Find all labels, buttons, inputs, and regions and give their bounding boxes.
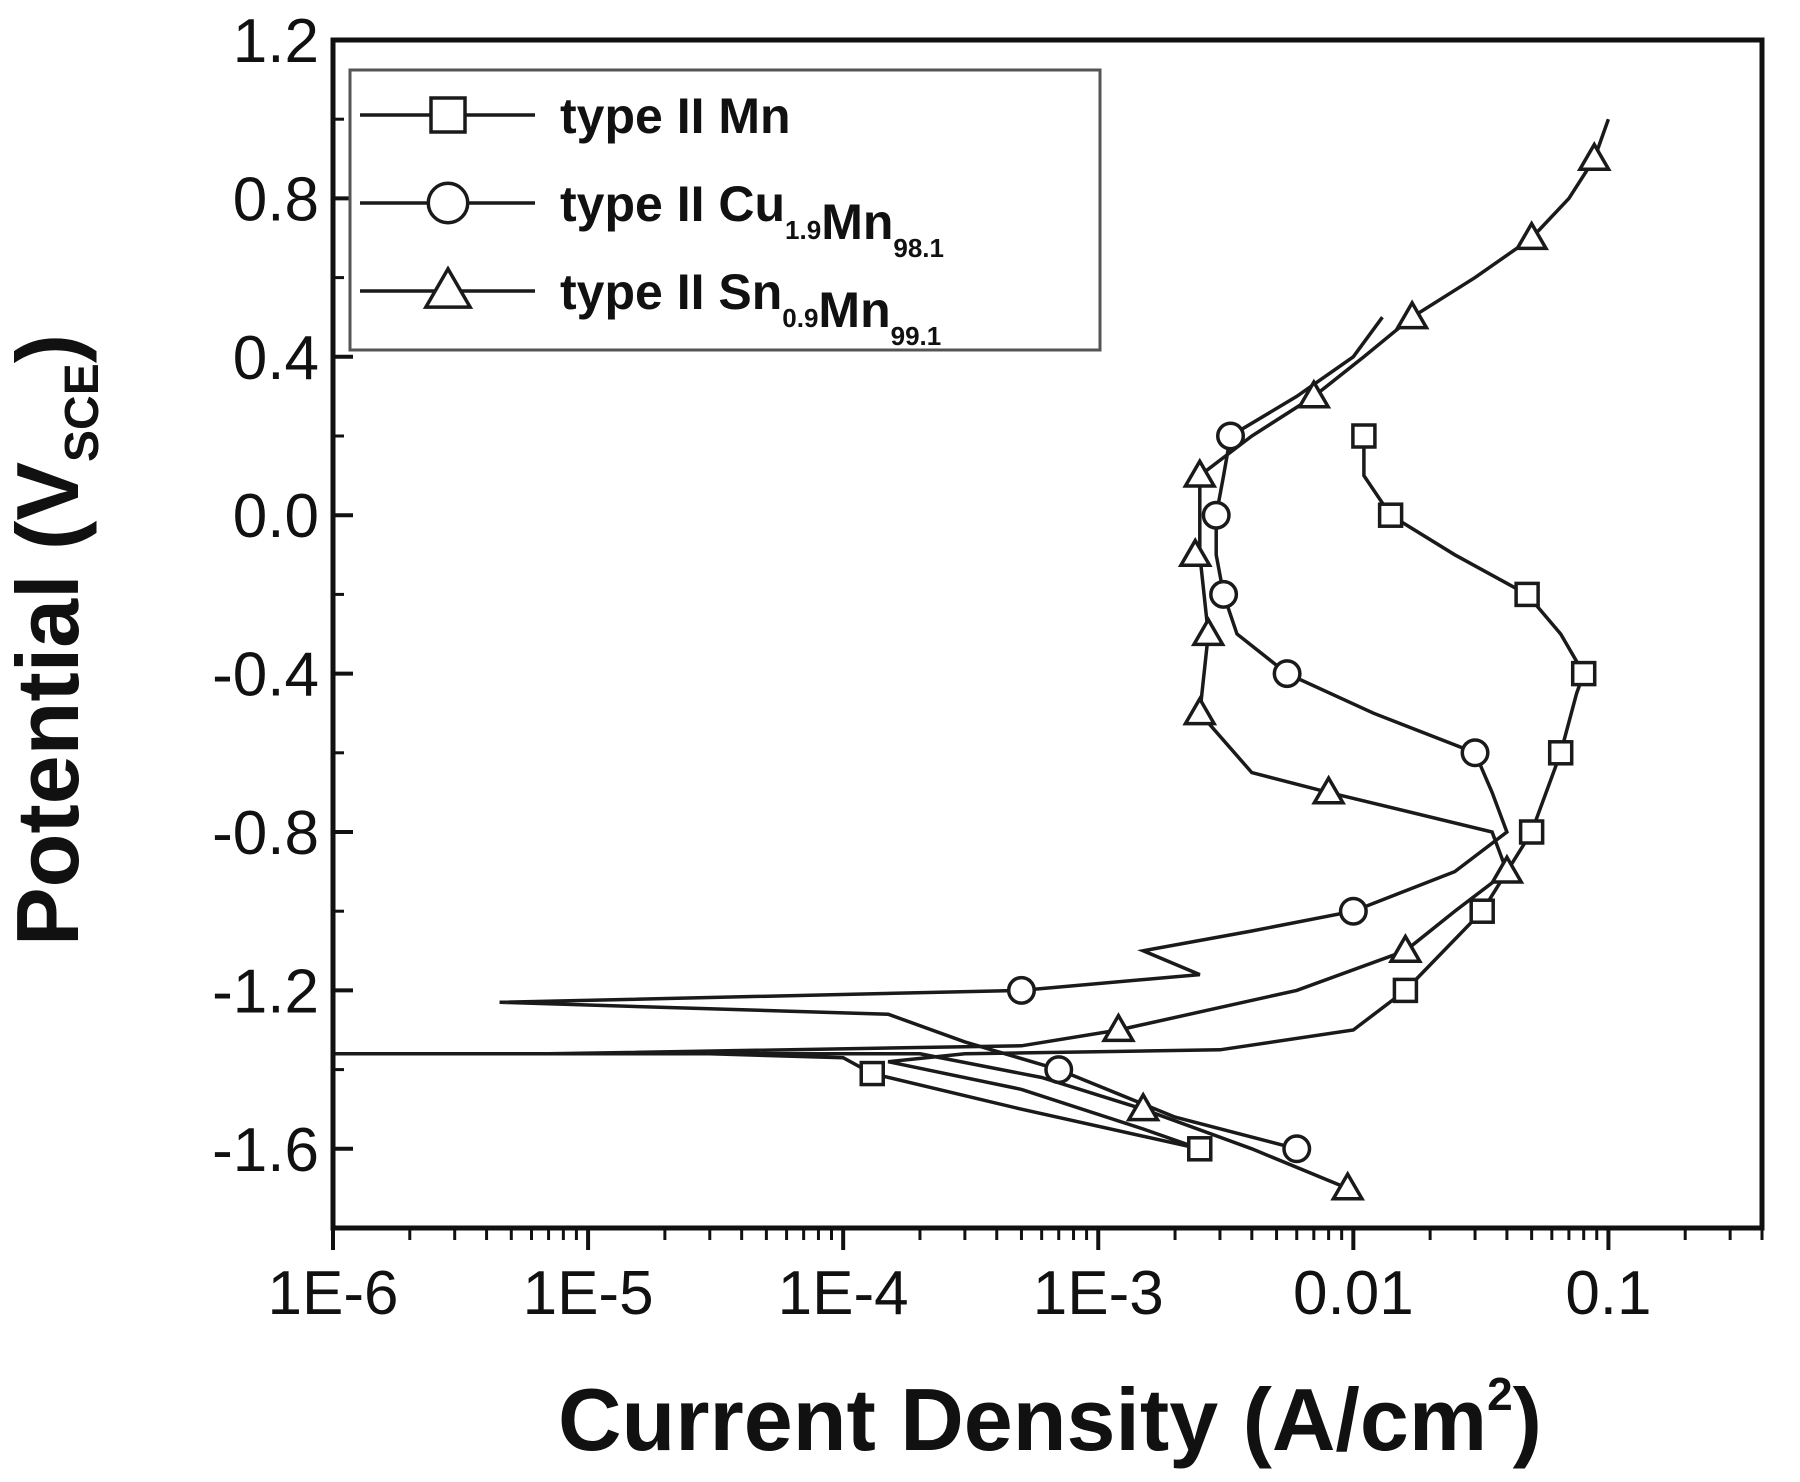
legend-label: type II Cu1.9Mn98.1 xyxy=(560,176,944,263)
y-tick-label: -0.8 xyxy=(212,799,319,868)
series-line-2 xyxy=(499,316,1509,1151)
axes: 1.2 0.8 0.4 0.0 -0.4 -0.8 -1.2 -1.6 1E-6 1E-5 1E-4… xyxy=(0,7,1765,1469)
data-point-s3-2 xyxy=(1514,220,1549,251)
x-tick-label: 0.01 xyxy=(1293,1259,1414,1328)
x-tick-label: 1E-4 xyxy=(778,1259,909,1328)
data-point-s1-1 xyxy=(1351,423,1377,449)
y-tick-label: -1.6 xyxy=(212,1116,319,1185)
x-tick-label: 0.1 xyxy=(1565,1259,1651,1328)
y-tick-label: -1.2 xyxy=(212,957,319,1026)
y-tick-label: 0.0 xyxy=(233,482,319,551)
data-point-s2-6 xyxy=(1338,896,1368,926)
legend-label: type II Mn xyxy=(560,88,791,144)
data-point-s2-1 xyxy=(1216,421,1246,451)
x-tick-label: 1E-5 xyxy=(523,1259,654,1328)
data-point-s2-2 xyxy=(1201,500,1231,530)
x-tick-label: 1E-6 xyxy=(268,1259,399,1328)
legend-marker-square xyxy=(429,96,467,134)
y-tick-label: 0.8 xyxy=(233,165,319,234)
data-point-s2-9 xyxy=(1282,1134,1312,1164)
data-point-s1-10 xyxy=(1187,1136,1213,1162)
data-point-s3-6 xyxy=(1177,536,1213,567)
data-point-s3-12 xyxy=(1101,1012,1136,1043)
data-point-s3-7 xyxy=(1190,616,1226,647)
data-point-s3-5 xyxy=(1182,457,1218,488)
data-point-s1-2 xyxy=(1377,502,1404,528)
data-point-s1-5 xyxy=(1547,740,1574,766)
legend-marker-triangle xyxy=(422,265,474,309)
data-point-s3-14 xyxy=(1330,1170,1366,1201)
data-point-s3-3 xyxy=(1394,299,1430,330)
series-line-3 xyxy=(548,118,1611,1191)
legend-marker-circle xyxy=(426,181,470,225)
x-tick-label: 1E-3 xyxy=(1033,1259,1164,1328)
data-point-s3-4 xyxy=(1296,378,1332,409)
data-point-s2-5 xyxy=(1460,738,1490,768)
data-point-s3-10 xyxy=(1489,853,1525,884)
data-point-s1-8 xyxy=(1392,977,1419,1004)
y-tick-label: 1.2 xyxy=(233,7,319,76)
data-point-s2-7 xyxy=(1006,975,1036,1005)
data-point-s3-1 xyxy=(1576,140,1612,171)
data-point-s2-4 xyxy=(1272,659,1302,689)
data-point-s3-9 xyxy=(1311,774,1346,805)
data-point-s2-3 xyxy=(1209,579,1239,609)
data-point-s1-6 xyxy=(1518,819,1545,845)
data-point-s3-11 xyxy=(1388,932,1423,963)
y-tick-label: -0.4 xyxy=(212,641,319,710)
plot-area xyxy=(333,118,1612,1201)
data-point-s3-13 xyxy=(1125,1091,1161,1122)
y-axis-title: Potential (VSCE) xyxy=(0,334,109,946)
y-tick-label: 0.4 xyxy=(233,324,319,393)
legend-label: type II Sn0.9Mn99.1 xyxy=(560,264,941,351)
data-point-s1-9 xyxy=(859,1060,885,1087)
x-axis-title: Current Density (A/cm2) xyxy=(558,1368,1542,1469)
data-point-s1-3 xyxy=(1514,581,1540,608)
data-point-s1-7 xyxy=(1469,898,1495,924)
data-point-s3-8 xyxy=(1182,695,1218,726)
data-point-s1-4 xyxy=(1570,660,1597,687)
series-line-1 xyxy=(333,436,1586,1151)
plot-frame xyxy=(330,37,1765,1231)
